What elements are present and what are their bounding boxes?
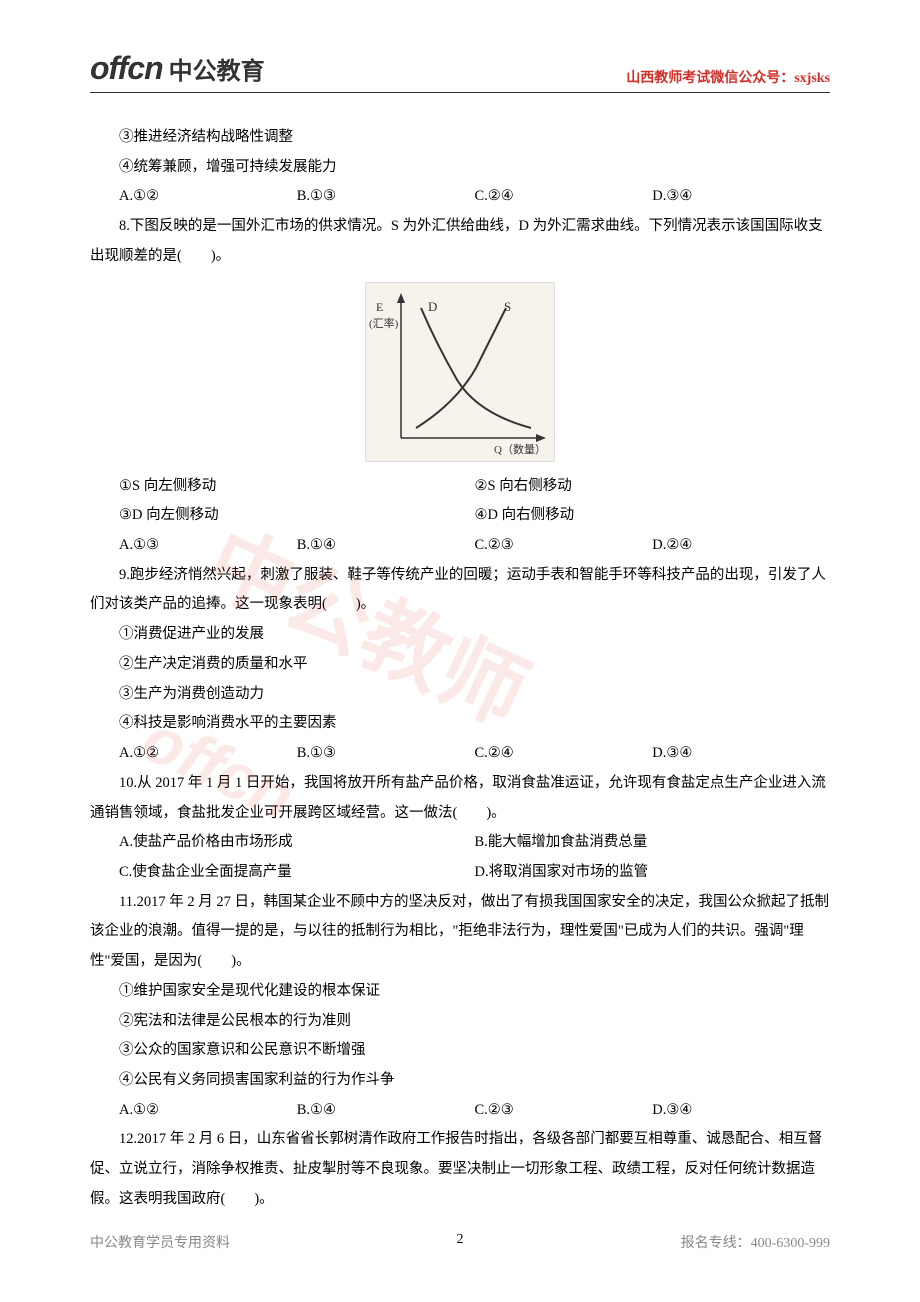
svg-text:(汇率): (汇率) xyxy=(369,316,399,330)
q8-opt-d: D.②④ xyxy=(652,531,830,561)
q10-opts-row1: A.使盐产品价格由市场形成 B.能大幅增加食盐消费总量 xyxy=(90,828,830,858)
q12-text: 12.2017 年 2 月 6 日，山东省省长郭树清作政府工作报告时指出，各级各… xyxy=(90,1125,830,1214)
q11-options: A.①② B.①④ C.②③ D.③④ xyxy=(90,1096,830,1126)
q8-i4: ④D 向右侧移动 xyxy=(475,501,831,531)
q9-opt-b: B.①③ xyxy=(297,739,475,769)
q9-opt-a: A.①② xyxy=(119,739,297,769)
q8-opt-b: B.①④ xyxy=(297,531,475,561)
q11-text: 11.2017 年 2 月 27 日，韩国某企业不顾中方的坚决反对，做出了有损我… xyxy=(90,888,830,977)
document-body: ③推进经济结构战略性调整 ④统筹兼顾，增强可持续发展能力 A.①② B.①③ C… xyxy=(90,123,830,1215)
q9-i3: ③生产为消费创造动力 xyxy=(90,680,830,710)
chart-container: E (汇率) D S Q（数量） xyxy=(90,282,830,462)
logo-en: offcn xyxy=(90,50,163,87)
q10-opt-d: D.将取消国家对市场的监管 xyxy=(475,858,831,888)
supply-demand-chart: E (汇率) D S Q（数量） xyxy=(365,282,555,462)
q8-opt-a: A.①③ xyxy=(119,531,297,561)
q9-text: 9.跑步经济悄然兴起，刺激了服装、鞋子等传统产业的回暖；运动手表和智能手环等科技… xyxy=(90,561,830,620)
q8-i2: ②S 向右侧移动 xyxy=(475,472,831,502)
q11-i4: ④公民有义务同损害国家利益的行为作斗争 xyxy=(90,1066,830,1096)
q9-options: A.①② B.①③ C.②④ D.③④ xyxy=(90,739,830,769)
q11-opt-a: A.①② xyxy=(119,1096,297,1126)
q10-opt-b: B.能大幅增加食盐消费总量 xyxy=(475,828,831,858)
q8-items-row2: ③D 向左侧移动 ④D 向右侧移动 xyxy=(90,501,830,531)
logo-cn: 中公教育 xyxy=(169,51,265,86)
chart-svg: E (汇率) D S Q（数量） xyxy=(366,283,556,463)
page-number: 2 xyxy=(457,1232,464,1248)
q7-opt-c: C.②④ xyxy=(475,182,653,212)
svg-text:S: S xyxy=(504,299,511,314)
q8-i1: ①S 向左侧移动 xyxy=(119,472,475,502)
footer-left: 中公教育学员专用资料 xyxy=(90,1232,230,1252)
footer-right: 报名专线：400-6300-999 xyxy=(681,1232,830,1252)
q8-items-row1: ①S 向左侧移动 ②S 向右侧移动 xyxy=(90,472,830,502)
page-footer: 中公教育学员专用资料 2 报名专线：400-6300-999 xyxy=(90,1232,830,1252)
header-info: 山西教师考试微信公众号：sxjsks xyxy=(626,67,830,87)
q8-opt-c: C.②③ xyxy=(475,531,653,561)
logo: offcn 中公教育 xyxy=(90,50,265,87)
svg-text:E: E xyxy=(376,300,383,314)
q9-i2: ②生产决定消费的质量和水平 xyxy=(90,650,830,680)
q11-i2: ②宪法和法律是公民根本的行为准则 xyxy=(90,1007,830,1037)
q9-opt-d: D.③④ xyxy=(652,739,830,769)
q9-i4: ④科技是影响消费水平的主要因素 xyxy=(90,709,830,739)
svg-text:D: D xyxy=(428,299,437,314)
q11-opt-d: D.③④ xyxy=(652,1096,830,1126)
q7-opt-d: D.③④ xyxy=(652,182,830,212)
q10-opt-c: C.使食盐企业全面提高产量 xyxy=(119,858,475,888)
q9-opt-c: C.②④ xyxy=(475,739,653,769)
q7-opt-b: B.①③ xyxy=(297,182,475,212)
q10-opts-row2: C.使食盐企业全面提高产量 D.将取消国家对市场的监管 xyxy=(90,858,830,888)
q10-opt-a: A.使盐产品价格由市场形成 xyxy=(119,828,475,858)
q8-text: 8.下图反映的是一国外汇市场的供求情况。S 为外汇供给曲线，D 为外汇需求曲线。… xyxy=(90,212,830,271)
q8-i3: ③D 向左侧移动 xyxy=(119,501,475,531)
q9-i1: ①消费促进产业的发展 xyxy=(90,620,830,650)
q11-opt-b: B.①④ xyxy=(297,1096,475,1126)
page-header: offcn 中公教育 山西教师考试微信公众号：sxjsks xyxy=(90,50,830,93)
q7-options: A.①② B.①③ C.②④ D.③④ xyxy=(90,182,830,212)
q11-i1: ①维护国家安全是现代化建设的根本保证 xyxy=(90,977,830,1007)
q7-item3: ③推进经济结构战略性调整 xyxy=(90,123,830,153)
q7-item4: ④统筹兼顾，增强可持续发展能力 xyxy=(90,153,830,183)
q11-i3: ③公众的国家意识和公民意识不断增强 xyxy=(90,1036,830,1066)
svg-text:Q（数量）: Q（数量） xyxy=(494,443,546,456)
q7-opt-a: A.①② xyxy=(119,182,297,212)
q10-text: 10.从 2017 年 1 月 1 日开始，我国将放开所有盐产品价格，取消食盐准… xyxy=(90,769,830,828)
q11-opt-c: C.②③ xyxy=(475,1096,653,1126)
q8-options: A.①③ B.①④ C.②③ D.②④ xyxy=(90,531,830,561)
